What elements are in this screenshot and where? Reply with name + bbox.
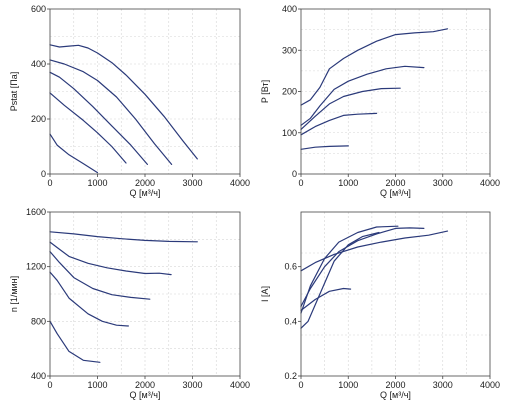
series-curve-1 (300, 230, 449, 272)
y-tick-label: 1200 (26, 262, 46, 272)
y-tick-label: 400 (31, 371, 46, 381)
x-tick-label: 1000 (338, 178, 358, 188)
series-curve-4 (49, 92, 127, 164)
series-curve-4 (300, 112, 378, 136)
x-tick-label: 2000 (385, 380, 405, 390)
grid (301, 212, 490, 376)
y-tick-label: 1600 (26, 207, 46, 217)
series-curve-2 (49, 59, 173, 165)
grid (50, 9, 240, 174)
y-tick-label: 200 (31, 114, 46, 124)
series-curve-5 (49, 320, 101, 363)
y-tick-label: 0 (41, 169, 46, 179)
series-curve-1 (300, 28, 449, 106)
y-axis-label: Pstat [Па] (9, 72, 19, 112)
x-tick-label: 3000 (182, 178, 202, 188)
x-tick-label: 2000 (135, 380, 155, 390)
x-tick-label: 2000 (385, 178, 405, 188)
x-tick-label: 3000 (433, 178, 453, 188)
x-tick-label: 3000 (182, 380, 202, 390)
x-axis-label: Q [м³/ч] (130, 390, 161, 400)
x-tick-label: 0 (298, 380, 303, 390)
y-tick-label: 800 (31, 316, 46, 326)
series-curve-3 (49, 251, 151, 300)
series-curve-3 (300, 87, 401, 130)
series-curve-4 (300, 231, 380, 329)
y-tick-label: 400 (31, 59, 46, 69)
x-tick-label: 4000 (480, 178, 500, 188)
series-curve-2 (300, 227, 425, 307)
x-tick-label: 1000 (87, 178, 107, 188)
y-tick-label: 400 (282, 4, 297, 14)
series-curve-5 (300, 145, 349, 150)
x-tick-label: 4000 (480, 380, 500, 390)
y-tick-label: 200 (282, 87, 297, 97)
panel-speed: 0 1000 2000 3000 4000 400 800 1200 1600 Q [м³/ч] n… (9, 207, 250, 400)
series-curve-4 (49, 271, 129, 327)
x-tick-label: 2000 (135, 178, 155, 188)
panel-static-pressure: 0 1000 2000 3000 4000 0 200 400 600 Q [м³/ч] Pstat… (9, 4, 250, 198)
x-tick-label: 3000 (433, 380, 453, 390)
y-axis-label: P [Вт] (260, 80, 270, 103)
series-curve-2 (300, 65, 425, 126)
y-tick-label: 0.4 (284, 316, 297, 326)
series-curve-5 (49, 133, 99, 174)
series-curve-1 (49, 44, 198, 160)
x-tick-label: 1000 (338, 380, 358, 390)
x-axis-label: Q [м³/ч] (380, 188, 411, 198)
x-axis-label: Q [м³/ч] (380, 390, 411, 400)
x-tick-label: 4000 (230, 380, 250, 390)
x-tick-label: 0 (298, 178, 303, 188)
y-tick-label: 0 (292, 169, 297, 179)
panel-current: 0 1000 2000 3000 4000 0.2 0.4 0.6 Q [м³/ч] I [A] (260, 211, 500, 400)
x-tick-label: 4000 (230, 178, 250, 188)
x-tick-label: 0 (47, 178, 52, 188)
y-tick-label: 300 (282, 45, 297, 55)
series-curve-3 (300, 225, 399, 314)
y-tick-label: 0.6 (284, 262, 297, 272)
x-tick-label: 0 (47, 380, 52, 390)
y-tick-label: 0.2 (284, 371, 297, 381)
grid (301, 9, 490, 174)
y-axis-label: n [1/мин] (9, 276, 19, 312)
series-curve-1 (49, 231, 198, 243)
y-axis-label: I [A] (260, 286, 270, 302)
y-tick-label: 600 (31, 4, 46, 14)
x-axis-label: Q [м³/ч] (130, 188, 161, 198)
panel-power: 0 1000 2000 3000 4000 0 100 200 300 400 Q [м³/ч] P … (260, 4, 500, 198)
grid (50, 212, 240, 376)
series-curve-3 (49, 71, 148, 165)
series-curve-5 (300, 287, 352, 311)
series-curve-2 (49, 241, 172, 276)
y-tick-label: 100 (282, 128, 297, 138)
x-tick-label: 1000 (87, 380, 107, 390)
